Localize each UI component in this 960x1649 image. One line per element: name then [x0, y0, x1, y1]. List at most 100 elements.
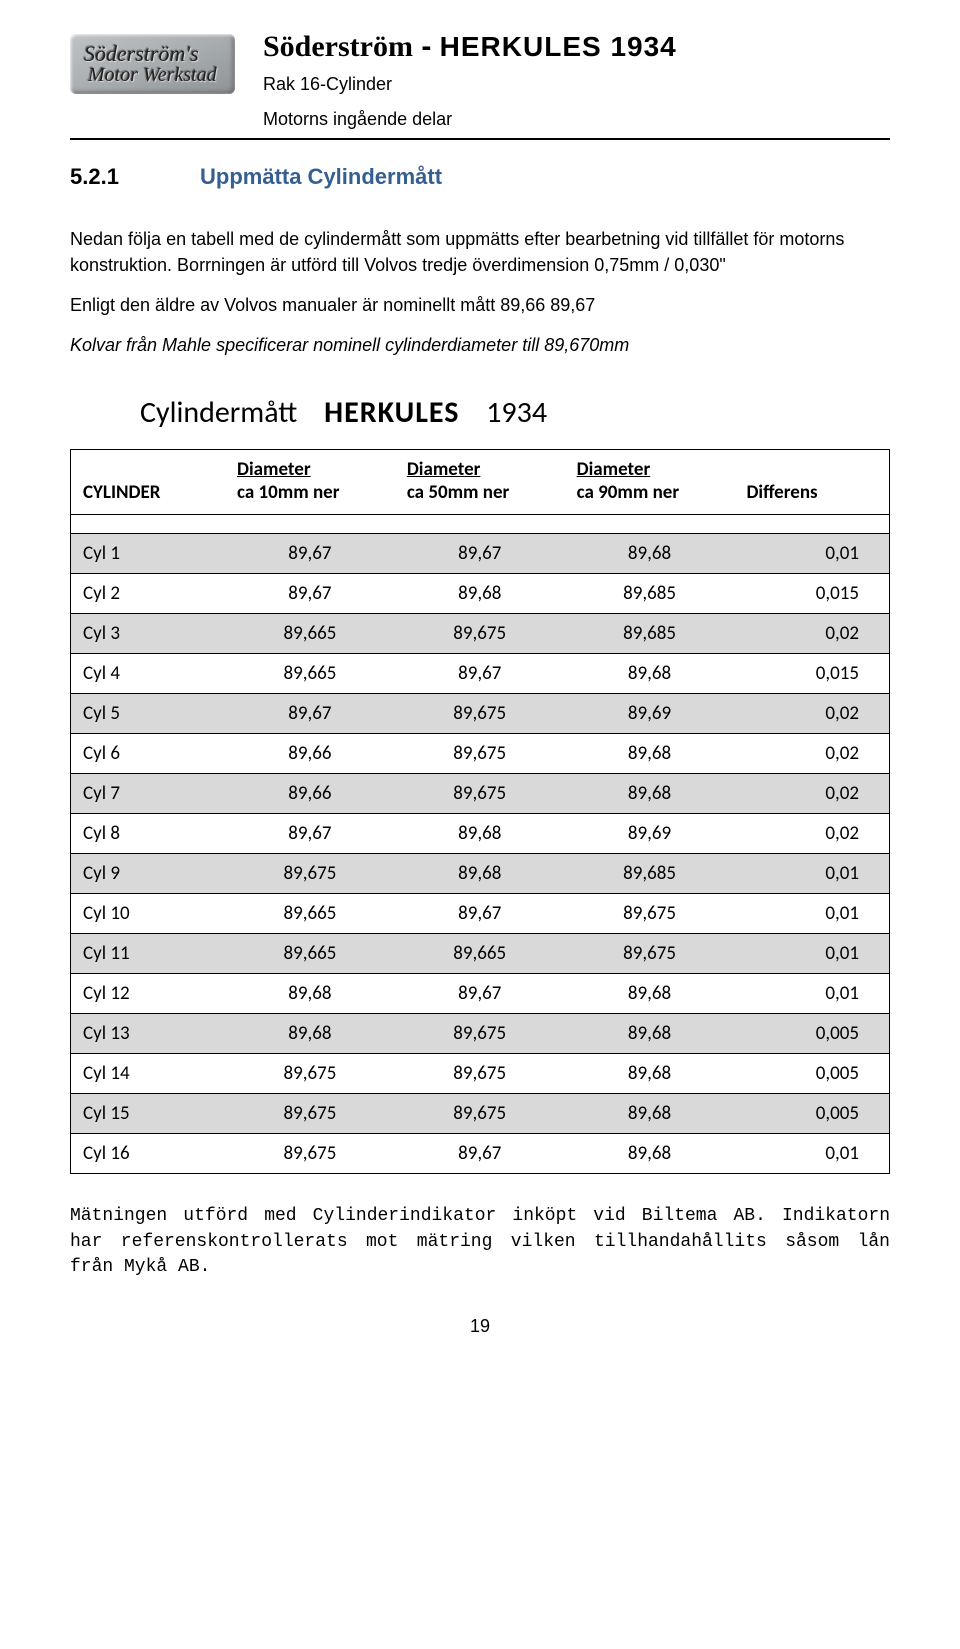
table-cell: 89,69 [565, 814, 735, 854]
paragraph-3: Kolvar från Mahle specificerar nominell … [70, 332, 890, 358]
table-row: Cyl 1689,67589,6789,680,01 [71, 1134, 890, 1174]
table-cell: 89,675 [225, 1054, 395, 1094]
table-cell: 89,675 [395, 1054, 565, 1094]
title-part2: HERKULES 1934 [440, 31, 677, 62]
table-cell: 89,675 [395, 1014, 565, 1054]
table-cell: 89,68 [565, 534, 735, 574]
page-number: 19 [70, 1316, 890, 1337]
table-row: Cyl 589,6789,67589,690,02 [71, 694, 890, 734]
page-title: Söderström - HERKULES 1934 [263, 30, 890, 64]
table-cell: 89,675 [225, 1094, 395, 1134]
table-cell: 0,01 [734, 854, 889, 894]
table-row: Cyl 389,66589,67589,6850,02 [71, 614, 890, 654]
section-heading: 5.2.1 Uppmätta Cylindermått [70, 164, 890, 190]
table-cell: 89,685 [565, 574, 735, 614]
paragraph-2: Enligt den äldre av Volvos manualer är n… [70, 292, 890, 318]
table-cell: Cyl 13 [71, 1014, 226, 1054]
table-row: Cyl 989,67589,6889,6850,01 [71, 854, 890, 894]
table-cell: 89,675 [395, 694, 565, 734]
table-cell: Cyl 9 [71, 854, 226, 894]
table-cell: 89,675 [225, 854, 395, 894]
table-cell: 0,005 [734, 1054, 889, 1094]
table-cell: 89,665 [225, 654, 395, 694]
title-part1: Söderström [263, 30, 413, 63]
table-cell: 89,68 [565, 654, 735, 694]
table-title-a: Cylindermått [140, 394, 297, 431]
col-header-1: Diameter ca 10mm ner [225, 450, 395, 515]
table-cell: 0,02 [734, 814, 889, 854]
section-title: Uppmätta Cylindermått [200, 164, 442, 190]
table-row: Cyl 189,6789,6789,680,01 [71, 534, 890, 574]
footer-paragraph: Mätningen utförd med Cylinderindikator i… [70, 1204, 890, 1280]
table-cell: 89,675 [395, 1094, 565, 1134]
table-cell: 89,67 [395, 534, 565, 574]
table-row: Cyl 1289,6889,6789,680,01 [71, 974, 890, 1014]
table-row: Cyl 1589,67589,67589,680,005 [71, 1094, 890, 1134]
table-cell: 89,685 [565, 614, 735, 654]
table-title-b: HERKULES [324, 394, 459, 431]
subtitle-2: Motorns ingående delar [263, 109, 890, 130]
table-cell: 0,01 [734, 534, 889, 574]
table-cell: 89,68 [565, 1054, 735, 1094]
table-cell: 0,01 [734, 894, 889, 934]
col-h3-l2: ca 90mm ner [577, 481, 680, 504]
table-cell: 89,675 [565, 894, 735, 934]
table-cell: 0,02 [734, 614, 889, 654]
col-h0-l2: CYLINDER [83, 481, 160, 504]
col-header-2: Diameter ca 50mm ner [395, 450, 565, 515]
table-cell: Cyl 14 [71, 1054, 226, 1094]
col-header-3: Diameter ca 90mm ner [565, 450, 735, 515]
table-cell: Cyl 4 [71, 654, 226, 694]
table-cell: 89,67 [225, 814, 395, 854]
table-cell: 89,68 [565, 974, 735, 1014]
table-cell: 89,675 [395, 734, 565, 774]
table-row: Cyl 789,6689,67589,680,02 [71, 774, 890, 814]
table-cell: 89,68 [565, 1094, 735, 1134]
table-cell: 89,67 [395, 654, 565, 694]
table-cell: Cyl 8 [71, 814, 226, 854]
table-cell: Cyl 2 [71, 574, 226, 614]
table-cell: Cyl 5 [71, 694, 226, 734]
cylinder-table: CYLINDER Diameter ca 10mm ner Diameter c… [70, 449, 890, 1174]
table-title-c: 1934 [486, 394, 547, 431]
table-row: Cyl 1489,67589,67589,680,005 [71, 1054, 890, 1094]
table-cell: 0,015 [734, 654, 889, 694]
table-row: Cyl 489,66589,6789,680,015 [71, 654, 890, 694]
table-row: Cyl 889,6789,6889,690,02 [71, 814, 890, 854]
table-title: Cylindermått HERKULES 1934 [140, 394, 890, 431]
col-header-0: CYLINDER [71, 450, 226, 515]
header-rule [70, 138, 890, 140]
table-cell: Cyl 12 [71, 974, 226, 1014]
table-cell: Cyl 11 [71, 934, 226, 974]
table-cell: 89,675 [565, 934, 735, 974]
table-cell: 89,67 [395, 974, 565, 1014]
table-cell: 89,685 [565, 854, 735, 894]
table-cell: 0,02 [734, 694, 889, 734]
col-h2-l2: ca 50mm ner [407, 481, 510, 504]
table-cell: 89,68 [565, 774, 735, 814]
subtitle-1: Rak 16-Cylinder [263, 74, 890, 95]
table-spacer [71, 515, 890, 534]
table-head: CYLINDER Diameter ca 10mm ner Diameter c… [71, 450, 890, 515]
table-cell: 89,665 [225, 894, 395, 934]
col-h2-l1: Diameter [407, 458, 481, 481]
col-h4-l2: Differens [746, 481, 817, 504]
table-row: Cyl 1389,6889,67589,680,005 [71, 1014, 890, 1054]
col-header-4: Differens [734, 450, 889, 515]
table-cell: Cyl 1 [71, 534, 226, 574]
table-cell: 89,68 [565, 1134, 735, 1174]
table-cell: Cyl 15 [71, 1094, 226, 1134]
title-block: Söderström - HERKULES 1934 Rak 16-Cylind… [263, 30, 890, 130]
table-cell: 89,68 [565, 1014, 735, 1054]
table-cell: 89,67 [395, 894, 565, 934]
section-number: 5.2.1 [70, 164, 200, 190]
paragraph-1: Nedan följa en tabell med de cylindermåt… [70, 226, 890, 278]
table-cell: Cyl 16 [71, 1134, 226, 1174]
table-cell: 0,02 [734, 774, 889, 814]
table-cell: Cyl 3 [71, 614, 226, 654]
table-cell: 89,67 [225, 534, 395, 574]
table-cell: 89,69 [565, 694, 735, 734]
table-cell: 89,68 [395, 574, 565, 614]
col-h1-l2: ca 10mm ner [237, 481, 340, 504]
table-cell: Cyl 10 [71, 894, 226, 934]
